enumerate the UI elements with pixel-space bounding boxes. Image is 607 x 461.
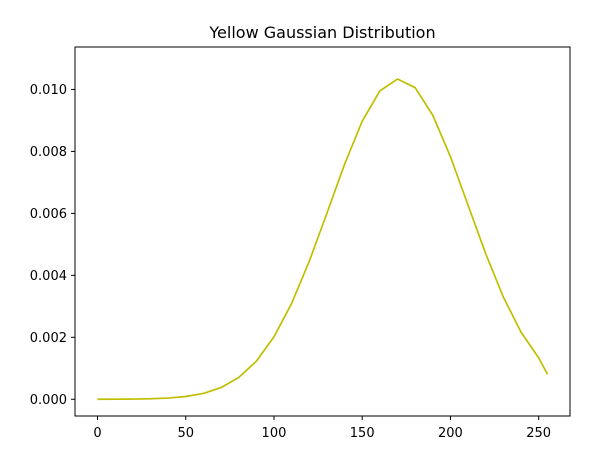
x-tick-label: 50 xyxy=(177,426,194,441)
y-tick-label: 0.008 xyxy=(30,145,67,160)
axes: 0 50 100 150 200 250 0.000 0.002 0.004 0.006 0.008… xyxy=(30,46,571,441)
y-tick-label: 0.002 xyxy=(30,331,67,346)
x-tick-label: 150 xyxy=(350,426,375,441)
series-line-0 xyxy=(97,78,549,401)
y-tick-label: 0.010 xyxy=(30,83,67,98)
chart-title: Yellow Gaussian Distribution xyxy=(208,23,435,42)
x-tick-label: 0 xyxy=(93,426,101,441)
y-tick-label: 0.004 xyxy=(30,269,67,284)
plot-area xyxy=(97,78,549,401)
x-tick-label: 250 xyxy=(526,426,551,441)
y-tick-label: 0.006 xyxy=(30,207,67,222)
plot-frame xyxy=(74,46,571,417)
x-tick-label: 100 xyxy=(262,426,287,441)
y-tick-label: 0.000 xyxy=(30,393,67,408)
x-tick-label: 200 xyxy=(438,426,463,441)
